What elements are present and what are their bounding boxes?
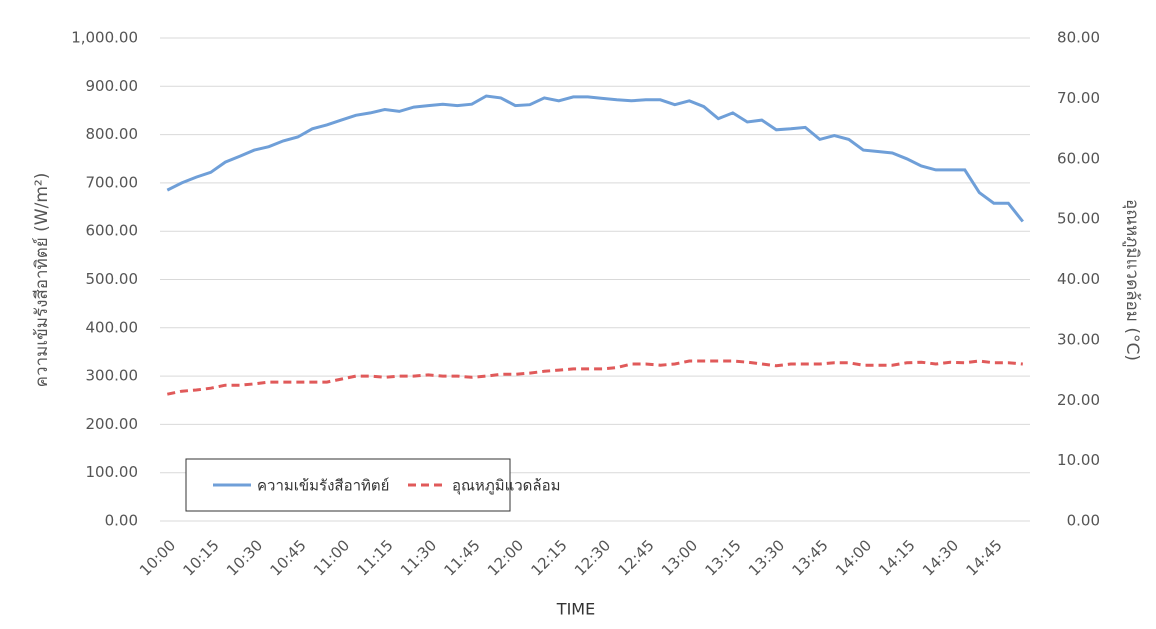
legend-label: อุณหภูมิแวดล้อม bbox=[452, 477, 561, 496]
y-tick-label: 500.00 bbox=[86, 270, 139, 288]
y-tick-label: 700.00 bbox=[86, 173, 139, 191]
y2-tick-label: 0.00 bbox=[1067, 512, 1100, 530]
y-tick-label: 200.00 bbox=[86, 415, 139, 433]
y-tick-label: 800.00 bbox=[86, 125, 139, 143]
y-tick-label: 400.00 bbox=[86, 318, 139, 336]
x-axis-title: TIME bbox=[556, 600, 595, 619]
y2-tick-label: 80.00 bbox=[1057, 29, 1100, 47]
y2-axis-title: อุณหภูมิแวดล้อม (°C) bbox=[1122, 199, 1142, 361]
y-tick-label: 900.00 bbox=[86, 77, 139, 95]
y2-tick-label: 40.00 bbox=[1057, 270, 1100, 288]
series-line bbox=[166, 94, 1024, 223]
y-tick-label: 0.00 bbox=[105, 512, 138, 530]
legend-label: ความเข้มรังสีอาทิตย์ bbox=[257, 477, 389, 495]
y2-tick-label: 30.00 bbox=[1057, 330, 1100, 348]
y-tick-label: 600.00 bbox=[86, 222, 139, 240]
y2-tick-label: 70.00 bbox=[1057, 89, 1100, 107]
y2-tick-label: 10.00 bbox=[1057, 451, 1100, 469]
y2-tick-label: 20.00 bbox=[1057, 391, 1100, 409]
y-axis-title: ความเข้มรังสีอาทิตย์ (W/m²) bbox=[32, 173, 52, 388]
series-line bbox=[166, 359, 1023, 396]
y-tick-label: 300.00 bbox=[86, 367, 139, 385]
y2-tick-label: 50.00 bbox=[1057, 210, 1100, 228]
y-tick-label: 1,000.00 bbox=[71, 29, 138, 47]
y-tick-label: 100.00 bbox=[86, 463, 139, 481]
y2-tick-label: 60.00 bbox=[1057, 149, 1100, 167]
